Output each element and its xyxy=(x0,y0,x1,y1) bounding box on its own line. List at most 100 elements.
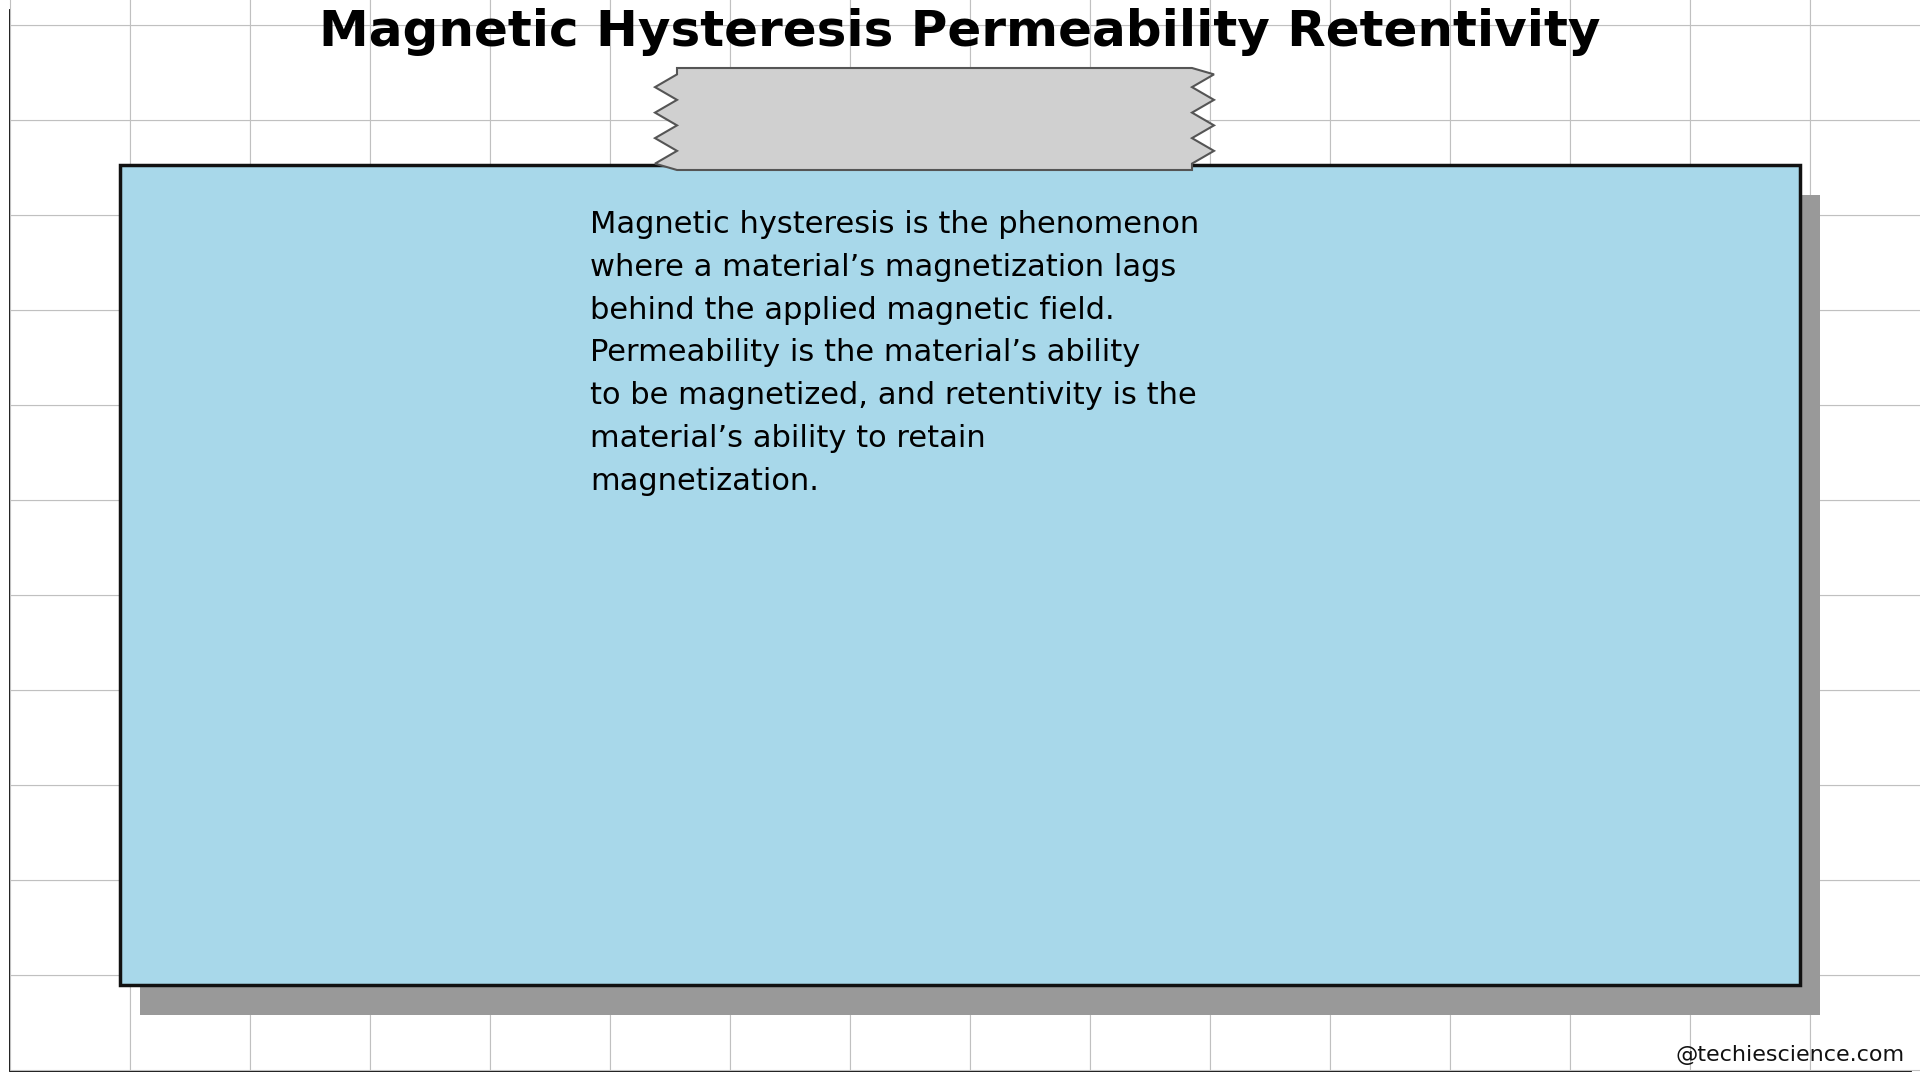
Bar xyxy=(1331,785,1450,880)
Bar xyxy=(250,880,371,975)
Bar xyxy=(1450,310,1571,405)
Bar xyxy=(1690,690,1811,785)
Bar xyxy=(1811,975,1920,1070)
Bar xyxy=(490,120,611,215)
Bar xyxy=(131,785,250,880)
Bar xyxy=(490,215,611,310)
Bar xyxy=(490,25,611,120)
Bar xyxy=(1210,0,1331,25)
Bar xyxy=(1210,785,1331,880)
Bar xyxy=(10,690,131,785)
Bar xyxy=(10,500,131,595)
Bar xyxy=(730,975,851,1070)
Bar xyxy=(1690,310,1811,405)
Bar xyxy=(371,690,490,785)
Bar xyxy=(1690,0,1811,25)
Bar xyxy=(1811,500,1920,595)
Bar xyxy=(851,310,970,405)
Bar xyxy=(1450,690,1571,785)
Bar xyxy=(1450,595,1571,690)
Bar xyxy=(611,690,730,785)
Bar xyxy=(371,975,490,1070)
Bar xyxy=(851,690,970,785)
Bar xyxy=(10,785,131,880)
Bar xyxy=(1811,785,1920,880)
Bar xyxy=(250,785,371,880)
Bar xyxy=(1450,0,1571,25)
Bar xyxy=(730,25,851,120)
Bar xyxy=(730,215,851,310)
Bar xyxy=(1210,215,1331,310)
Bar xyxy=(1571,500,1690,595)
Bar xyxy=(611,405,730,500)
Bar xyxy=(1210,975,1331,1070)
Bar xyxy=(1210,595,1331,690)
Bar xyxy=(1450,120,1571,215)
Bar xyxy=(10,405,131,500)
Bar xyxy=(1690,500,1811,595)
Bar xyxy=(970,785,1091,880)
Bar xyxy=(970,405,1091,500)
Bar xyxy=(1450,405,1571,500)
Bar xyxy=(131,595,250,690)
Bar xyxy=(1210,405,1331,500)
Bar xyxy=(1811,880,1920,975)
Bar xyxy=(730,595,851,690)
Bar xyxy=(970,595,1091,690)
Bar xyxy=(1690,785,1811,880)
Bar xyxy=(140,195,1820,1015)
Bar xyxy=(490,785,611,880)
Bar xyxy=(1690,120,1811,215)
Bar xyxy=(1091,0,1210,25)
Bar xyxy=(1571,25,1690,120)
Bar xyxy=(1331,500,1450,595)
Bar xyxy=(1091,880,1210,975)
Bar xyxy=(371,25,490,120)
Bar xyxy=(131,120,250,215)
Bar xyxy=(490,880,611,975)
Bar xyxy=(1331,405,1450,500)
Bar xyxy=(490,310,611,405)
Bar xyxy=(611,500,730,595)
Bar xyxy=(10,975,131,1070)
Bar xyxy=(1811,405,1920,500)
Bar xyxy=(1331,25,1450,120)
Bar xyxy=(970,690,1091,785)
Bar xyxy=(611,975,730,1070)
Bar xyxy=(250,215,371,310)
Bar xyxy=(730,690,851,785)
Bar xyxy=(1571,120,1690,215)
Bar xyxy=(490,975,611,1070)
Bar xyxy=(1571,880,1690,975)
Bar xyxy=(131,0,250,25)
Bar xyxy=(730,310,851,405)
Bar xyxy=(1091,500,1210,595)
Bar xyxy=(131,975,250,1070)
Bar xyxy=(131,215,250,310)
Bar xyxy=(371,785,490,880)
Bar xyxy=(1091,25,1210,120)
Text: Magnetic hysteresis is the phenomenon
where a material’s magnetization lags
behi: Magnetic hysteresis is the phenomenon wh… xyxy=(589,210,1200,496)
Bar xyxy=(730,405,851,500)
Bar xyxy=(1811,310,1920,405)
Bar xyxy=(490,0,611,25)
Bar xyxy=(131,25,250,120)
Bar xyxy=(851,25,970,120)
Bar xyxy=(611,880,730,975)
Bar xyxy=(131,405,250,500)
Bar xyxy=(1571,405,1690,500)
Text: @techiescience.com: @techiescience.com xyxy=(1676,1045,1905,1065)
Bar xyxy=(371,310,490,405)
Bar xyxy=(730,0,851,25)
Bar xyxy=(250,0,371,25)
Bar xyxy=(1811,215,1920,310)
Bar xyxy=(250,25,371,120)
Bar xyxy=(1091,595,1210,690)
Bar xyxy=(1331,120,1450,215)
Bar xyxy=(490,405,611,500)
Bar xyxy=(131,690,250,785)
Bar xyxy=(10,0,131,25)
Bar xyxy=(1091,975,1210,1070)
Bar xyxy=(1811,690,1920,785)
Bar xyxy=(1091,405,1210,500)
